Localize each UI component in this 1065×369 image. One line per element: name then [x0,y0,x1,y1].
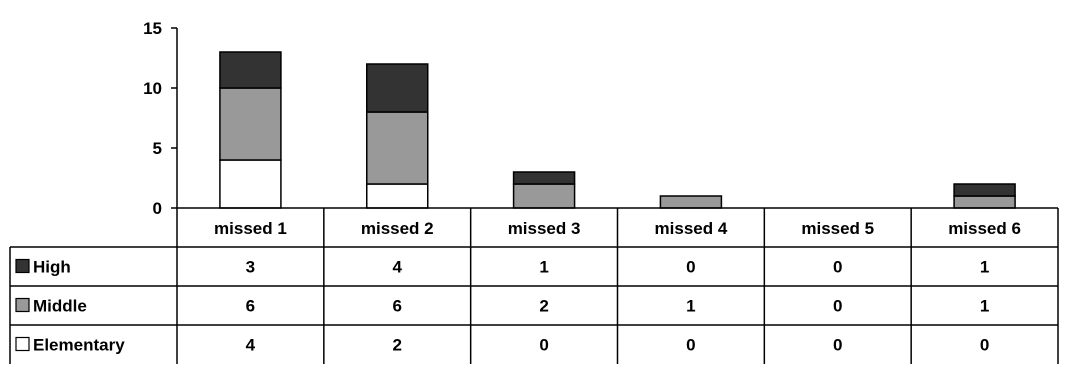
y-axis: 0 5 10 15 [143,19,178,218]
bar-segment-high [366,63,429,113]
table-cell-value: 6 [393,297,402,316]
series-label: Elementary [33,336,125,355]
bar-segment-middle [659,195,723,209]
category-label: missed 5 [801,219,874,238]
legend-swatch-elementary [15,336,30,352]
table-cell-value: 3 [246,258,255,277]
category-label: missed 3 [508,219,581,238]
category-label: missed 4 [655,219,728,238]
bar-segment-elementary [219,159,282,209]
y-tick-label: 0 [153,199,162,218]
y-tick-label: 15 [143,19,162,38]
table-cell-value: 0 [980,336,989,355]
series-label: Middle [33,297,87,316]
data-table: missed 1 missed 2 missed 3 missed 4 missed 5… [9,207,1059,364]
y-tick-label: 10 [143,79,162,98]
table-cell-value: 6 [246,297,255,316]
table-cell-value: 0 [686,336,695,355]
table-cell-value: 0 [833,258,842,277]
category-label: missed 1 [214,219,287,238]
bar-segment-high [512,171,576,185]
table-cell-value: 0 [539,336,548,355]
table-cell-value: 1 [686,297,695,316]
table-cell-value: 4 [393,258,403,277]
table-cell-value: 2 [539,297,548,316]
table-cell-value: 1 [980,297,989,316]
table-cell-value: 1 [980,258,989,277]
bar-segment-high [219,51,282,89]
table-cell-value: 0 [833,336,842,355]
bar-segment-elementary [366,183,429,209]
category-label: missed 2 [361,219,434,238]
legend-swatch-middle [15,297,30,313]
y-tick-label: 5 [153,139,162,158]
table-cell-value: 1 [539,258,548,277]
legend-swatch-high [15,258,30,274]
category-label: missed 6 [948,219,1021,238]
bar-segment-middle [512,183,576,209]
bar-segment-middle [219,87,282,161]
bars [219,51,1016,209]
bar-segment-middle [366,111,429,185]
bar-segment-high [953,183,1016,197]
table-cell-value: 4 [246,336,256,355]
bar-segment-middle [953,195,1016,209]
table-cell-value: 2 [393,336,402,355]
table-cell-value: 0 [833,297,842,316]
series-label: High [33,258,71,277]
table-cell-value: 0 [686,258,695,277]
